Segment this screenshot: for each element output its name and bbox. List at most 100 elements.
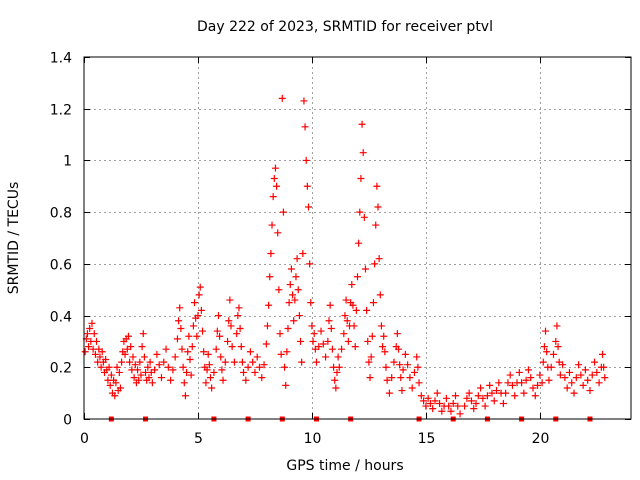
data-point-marker: [173, 335, 181, 343]
data-point-marker: [284, 325, 292, 332]
data-point-marker: [112, 379, 120, 387]
data-point-marker: [124, 332, 132, 340]
data-point-marker: [140, 353, 148, 361]
data-point-marker: [85, 343, 93, 351]
data-point-marker: [515, 368, 523, 376]
data-point-marker: [493, 387, 501, 395]
data-point-marker: [547, 363, 555, 371]
data-point-marker: [146, 358, 154, 366]
data-point-marker: [593, 368, 601, 376]
data-point-marker: [277, 350, 285, 358]
data-point-marker: [511, 392, 519, 400]
data-point-marker: [268, 221, 276, 229]
data-point-marker: [308, 322, 316, 330]
data-point-marker: [499, 399, 507, 407]
data-point-marker: [171, 353, 179, 361]
data-point-marker: [205, 361, 213, 369]
data-point-marker: [334, 353, 342, 361]
data-point-marker: [96, 353, 104, 361]
data-point-marker: [461, 402, 469, 410]
data-point-marker: [193, 332, 201, 340]
data-point-marker: [417, 392, 425, 400]
data-point-marker: [127, 343, 135, 351]
data-point-marker: [302, 156, 310, 164]
data-point-marker: [135, 376, 143, 384]
data-point-marker: [186, 356, 194, 364]
data-point-marker: [126, 358, 134, 366]
data-point-marker: [213, 327, 221, 335]
data-point-marker: [465, 389, 473, 397]
data-point-marker: [376, 291, 384, 299]
data-point-marker: [436, 399, 444, 407]
data-point-marker: [529, 384, 537, 392]
data-point-marker: [333, 368, 341, 376]
x-tick-label: 0: [80, 431, 89, 447]
data-point-marker: [266, 273, 274, 281]
data-point-marker: [301, 123, 309, 131]
data-point-marker: [265, 301, 273, 309]
data-point-marker: [601, 374, 609, 382]
data-point-marker: [561, 374, 569, 382]
data-point-marker: [360, 213, 368, 221]
data-point-marker: [488, 389, 496, 397]
data-point-marker: [550, 350, 558, 358]
data-point-marker: [98, 348, 106, 356]
data-point-marker: [116, 384, 124, 392]
data-point-marker: [153, 350, 161, 358]
data-point-marker: [342, 296, 350, 304]
x-tick-label: 15: [418, 431, 436, 447]
data-point-marker: [304, 203, 312, 211]
data-point-marker: [255, 363, 263, 371]
data-point-marker: [294, 286, 302, 294]
y-tick-label: 0: [63, 413, 72, 429]
data-point-marker: [83, 330, 91, 338]
data-point-marker: [164, 363, 172, 371]
data-point-marker: [310, 330, 318, 338]
data-point-marker: [275, 286, 283, 294]
data-point-marker: [206, 374, 214, 382]
data-point-marker: [236, 325, 244, 332]
data-point-marker: [522, 376, 530, 384]
data-point-marker: [438, 407, 446, 415]
data-point-marker: [415, 379, 423, 387]
data-point-marker: [278, 94, 286, 102]
data-point-marker: [408, 384, 416, 392]
data-point-marker: [358, 120, 366, 128]
data-point-marker: [332, 384, 340, 392]
y-tick-label: 0.2: [50, 361, 72, 377]
data-point-marker: [326, 301, 334, 309]
data-point-marker: [194, 312, 202, 320]
data-point-marker: [176, 304, 184, 312]
data-point-marker: [371, 260, 379, 268]
data-point-marker: [144, 363, 152, 371]
data-point-marker: [504, 379, 512, 387]
data-point-marker: [554, 343, 562, 351]
data-point-marker: [343, 317, 351, 325]
data-point-marker: [399, 366, 407, 374]
data-point-marker: [570, 389, 578, 397]
data-point-marker: [351, 343, 359, 351]
data-point-marker: [527, 374, 535, 382]
data-point-marker: [157, 374, 165, 382]
data-point-marker: [91, 350, 99, 358]
data-point-marker: [145, 374, 153, 382]
data-point-marker: [398, 387, 406, 395]
data-point-marker: [188, 343, 196, 351]
data-point-marker: [366, 374, 374, 382]
data-point-marker: [565, 368, 573, 376]
data-point-marker: [129, 353, 137, 361]
data-point-marker: [463, 394, 471, 402]
data-point-marker: [282, 381, 290, 389]
data-point-marker: [357, 175, 365, 183]
data-point-marker: [449, 399, 457, 407]
data-point-marker: [575, 361, 583, 369]
data-point-marker: [372, 221, 380, 229]
data-point-marker: [253, 353, 261, 361]
data-point-marker: [317, 327, 325, 335]
data-point-marker: [175, 317, 183, 325]
data-point-marker: [322, 353, 330, 361]
data-point-marker: [556, 371, 564, 379]
data-point-marker: [121, 350, 129, 358]
data-point-marker: [364, 337, 372, 345]
data-point-marker: [424, 394, 432, 402]
